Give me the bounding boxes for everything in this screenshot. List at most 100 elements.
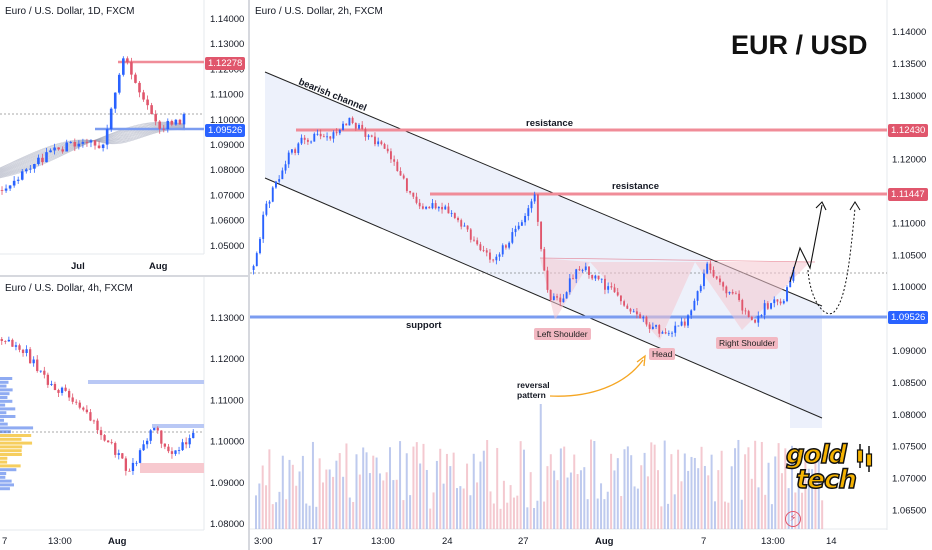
h4-candle-body [46,374,50,385]
main-candle-body [460,220,463,227]
main-candle-body [275,181,277,188]
daily-candle-body [45,152,48,163]
h4-candle-body [167,446,170,452]
main-price-tick: 1.07000 [892,474,926,485]
daily-ma-ribbon-line [0,128,186,170]
panel-separator-vertical [248,0,250,550]
volume-bar [281,455,284,529]
main-candle-body [750,316,753,320]
main-candle-body [728,292,731,294]
main-candle-body [533,194,536,202]
h4-candle-body [110,442,113,444]
volume-bar [747,447,750,529]
volume-bar [757,487,760,529]
main-candle-body [629,308,632,312]
volume-bar [737,439,740,529]
h4-chart-panel[interactable]: 1.13000 1.12000 1.11000 1.10000 1.09000 1.080… [0,277,248,550]
h4-volume-profile-bar [0,377,13,380]
volume-bar [623,449,626,529]
main-candle-body [281,170,284,180]
volume-bar [636,488,639,529]
volume-bar [794,492,797,529]
volume-bar [429,508,432,529]
volume-bar [362,447,365,529]
volume-bar [378,473,381,529]
main-candle-body [332,132,335,139]
volume-bar [640,465,643,529]
volume-bar [777,443,780,529]
main-candle-body [575,269,578,279]
volume-bar [539,404,542,529]
main-candle-body [265,203,268,215]
volume-bar [352,501,355,529]
volume-bar [372,455,375,529]
right-shoulder-shape [695,262,810,330]
volume-bar [767,462,770,529]
volume-bar [325,469,328,529]
h4-volume-profile-bar [0,453,22,456]
main-candle-body [457,217,459,221]
volume-bar [546,466,549,529]
main-candle-body [565,292,568,299]
main-candle-body [715,276,718,279]
volume-bar [811,469,814,529]
volume-bar [265,485,268,529]
h4-volume-profile-bar [0,449,22,453]
volume-bar [335,460,338,529]
daily-high-price-tag: 1.12278 [205,57,246,70]
main-candle-body [421,206,424,209]
volume-bar [412,446,415,529]
h4-volume-profile-bar [0,479,12,483]
h4-volume-profile-bar [0,472,7,475]
daily-candle-body [12,180,16,186]
volume-bar [730,466,733,529]
volume-bar [807,468,810,529]
h4-volume-profile-bar [0,407,16,411]
volume-bar [677,449,680,529]
h4-price-tick: 1.12000 [210,354,244,365]
logo-candles-icon [856,444,873,472]
h4-volume-profile-bar [0,483,14,487]
daily-chart-svg: 1.140001.130001.120001.110001.100001.090… [0,0,244,272]
daily-price-tick: 1.14000 [210,14,244,25]
volume-bar [466,463,469,529]
daily-candle-body [117,74,121,93]
daily-candle-body [138,82,141,93]
main-candle-body [469,229,472,240]
main-chart-svg: 1.140001.135001.130001.125001.120001.115… [250,0,926,547]
main-candle-body [655,325,658,327]
daily-candle-body [101,144,105,149]
main-candle-body [485,250,488,253]
main-x-tick: 14 [826,536,837,547]
daily-candle-body [53,147,56,151]
volume-bar [482,450,485,529]
daily-candle-body [162,128,166,130]
daily-candle-body [158,121,162,129]
daily-price-tick: 1.11000 [210,90,244,101]
h4-volume-profile-bar [0,426,34,430]
daily-candle-body [37,157,40,165]
h4-chart-svg: 1.13000 1.12000 1.11000 1.10000 1.09000 1.080… [0,277,244,547]
h4-candle-body [0,339,3,342]
neckline [539,257,816,263]
lightning-icon[interactable]: ⚡ [785,511,801,527]
volume-bar [435,460,438,529]
main-chart-panel[interactable]: 1.140001.135001.130001.125001.120001.115… [250,0,932,550]
main-candle-body [709,263,712,270]
main-candle-body [504,245,507,248]
volume-bar [787,488,790,529]
resistance-1-price-tag: 1.12430 [888,124,929,137]
reversal-label-line1: reversal [517,380,550,390]
main-candle-body [322,136,325,138]
main-candle-body [415,196,418,203]
volume-bar [586,499,589,529]
main-candle-body [319,133,322,137]
reversal-label-line2: pattern [517,390,546,400]
main-candle-body [396,161,399,171]
daily-chart-panel[interactable]: 1.140001.130001.120001.110001.100001.090… [0,0,248,275]
main-candle-body [696,291,699,301]
main-candle-body [635,311,638,315]
volume-bar [258,483,261,529]
big-title: EUR / USD [731,30,868,60]
main-candle-body [463,225,466,227]
